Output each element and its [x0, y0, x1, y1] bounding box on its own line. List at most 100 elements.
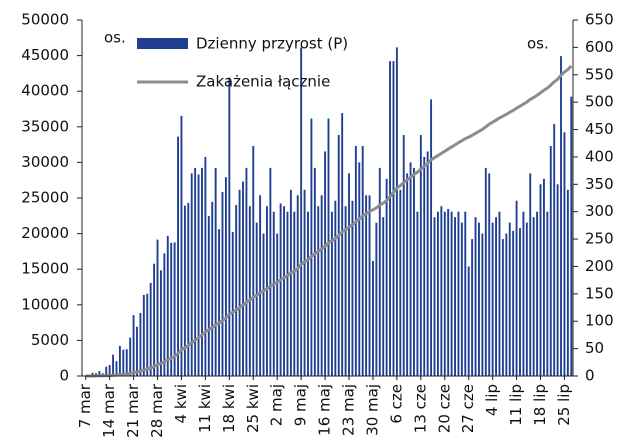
- bar: [293, 211, 296, 376]
- x-tick-label: 18 lip: [531, 384, 549, 426]
- bar: [522, 211, 525, 376]
- bar: [440, 206, 443, 376]
- x-tick-label: 28 mar: [148, 383, 166, 438]
- y-tick-label: 30000: [21, 153, 69, 171]
- bar: [549, 145, 552, 376]
- y2-tick-label: 350: [585, 175, 614, 193]
- bar: [474, 217, 477, 376]
- y2-axis-unit: os.: [527, 35, 549, 53]
- bar: [457, 211, 460, 376]
- y-tick-label: 5000: [31, 331, 69, 349]
- bar: [563, 132, 566, 376]
- x-tick-label: 2 maj: [268, 384, 286, 426]
- bar: [204, 156, 207, 376]
- bar: [112, 354, 115, 376]
- bar: [235, 205, 238, 376]
- bar: [361, 145, 364, 376]
- bar: [532, 217, 535, 376]
- bar: [211, 201, 214, 376]
- bar: [98, 371, 101, 376]
- x-tick-label: 16 maj: [316, 384, 334, 436]
- bar: [348, 173, 350, 376]
- legend-label: Zakażenia łącznie: [196, 73, 330, 91]
- x-tick-label: 18 kwi: [220, 384, 238, 433]
- bar: [542, 178, 545, 376]
- bar: [512, 230, 515, 376]
- x-tick-label: 27 cze: [459, 384, 477, 433]
- bar: [91, 372, 94, 376]
- bar: [341, 113, 344, 376]
- bar: [224, 177, 227, 376]
- bar: [231, 231, 234, 376]
- bar: [238, 189, 241, 376]
- bar: [378, 167, 381, 376]
- bar: [248, 206, 251, 376]
- bar: [505, 233, 508, 376]
- bar: [265, 206, 268, 376]
- bar: [498, 211, 501, 376]
- y-tick-label: 15000: [21, 260, 69, 278]
- legend-swatch: [137, 38, 188, 49]
- bar: [129, 337, 132, 376]
- bar: [368, 195, 371, 376]
- y-tick-label: 50000: [21, 11, 69, 29]
- bar: [430, 99, 433, 377]
- bar: [177, 136, 179, 376]
- bar: [146, 293, 149, 376]
- bar: [197, 174, 200, 376]
- bar: [115, 361, 118, 376]
- bar: [307, 211, 309, 376]
- bar: [313, 167, 316, 376]
- bar: [536, 211, 539, 376]
- bar: [262, 233, 265, 376]
- bar: [491, 222, 494, 376]
- y2-tick-label: 200: [585, 257, 614, 275]
- bar: [300, 47, 303, 377]
- bar: [276, 233, 279, 376]
- x-tick-label: 25 kwi: [244, 384, 262, 433]
- bar: [163, 253, 166, 376]
- bar: [566, 189, 569, 376]
- bar: [125, 349, 128, 376]
- bar: [136, 326, 138, 376]
- bar: [481, 233, 484, 376]
- bar: [409, 162, 412, 376]
- x-tick-label: 4 lip: [483, 384, 501, 416]
- x-tick-label: 14 mar: [100, 383, 118, 438]
- bar: [354, 145, 357, 376]
- bar: [402, 135, 405, 376]
- bar: [142, 294, 145, 376]
- bar: [416, 211, 419, 376]
- bar: [289, 189, 292, 376]
- bar: [450, 211, 453, 376]
- bar: [324, 151, 327, 376]
- bar: [207, 216, 210, 376]
- bar: [436, 211, 439, 376]
- bar: [488, 173, 491, 376]
- bar: [344, 206, 347, 376]
- bar: [337, 135, 340, 376]
- bar: [259, 195, 262, 376]
- bar: [501, 239, 504, 376]
- bar: [395, 47, 398, 377]
- bar: [194, 167, 197, 376]
- bar: [464, 211, 467, 376]
- bar: [122, 349, 125, 376]
- y2-tick-label: 450: [585, 120, 614, 138]
- bar: [269, 167, 272, 376]
- legend-label: Dzienny przyrost (P): [196, 35, 348, 53]
- bar: [495, 217, 498, 376]
- bar: [433, 217, 436, 376]
- y2-tick-label: 300: [585, 202, 614, 220]
- bar: [201, 167, 203, 376]
- bar: [183, 205, 186, 376]
- x-tick-label: 25 lip: [555, 384, 573, 426]
- bar: [406, 173, 409, 376]
- y2-tick-label: 0: [585, 367, 595, 385]
- bar: [460, 222, 463, 376]
- bar: [539, 184, 542, 376]
- bar: [132, 315, 135, 376]
- y-tick-label: 35000: [21, 117, 69, 135]
- bar: [272, 211, 275, 376]
- bar: [375, 222, 378, 376]
